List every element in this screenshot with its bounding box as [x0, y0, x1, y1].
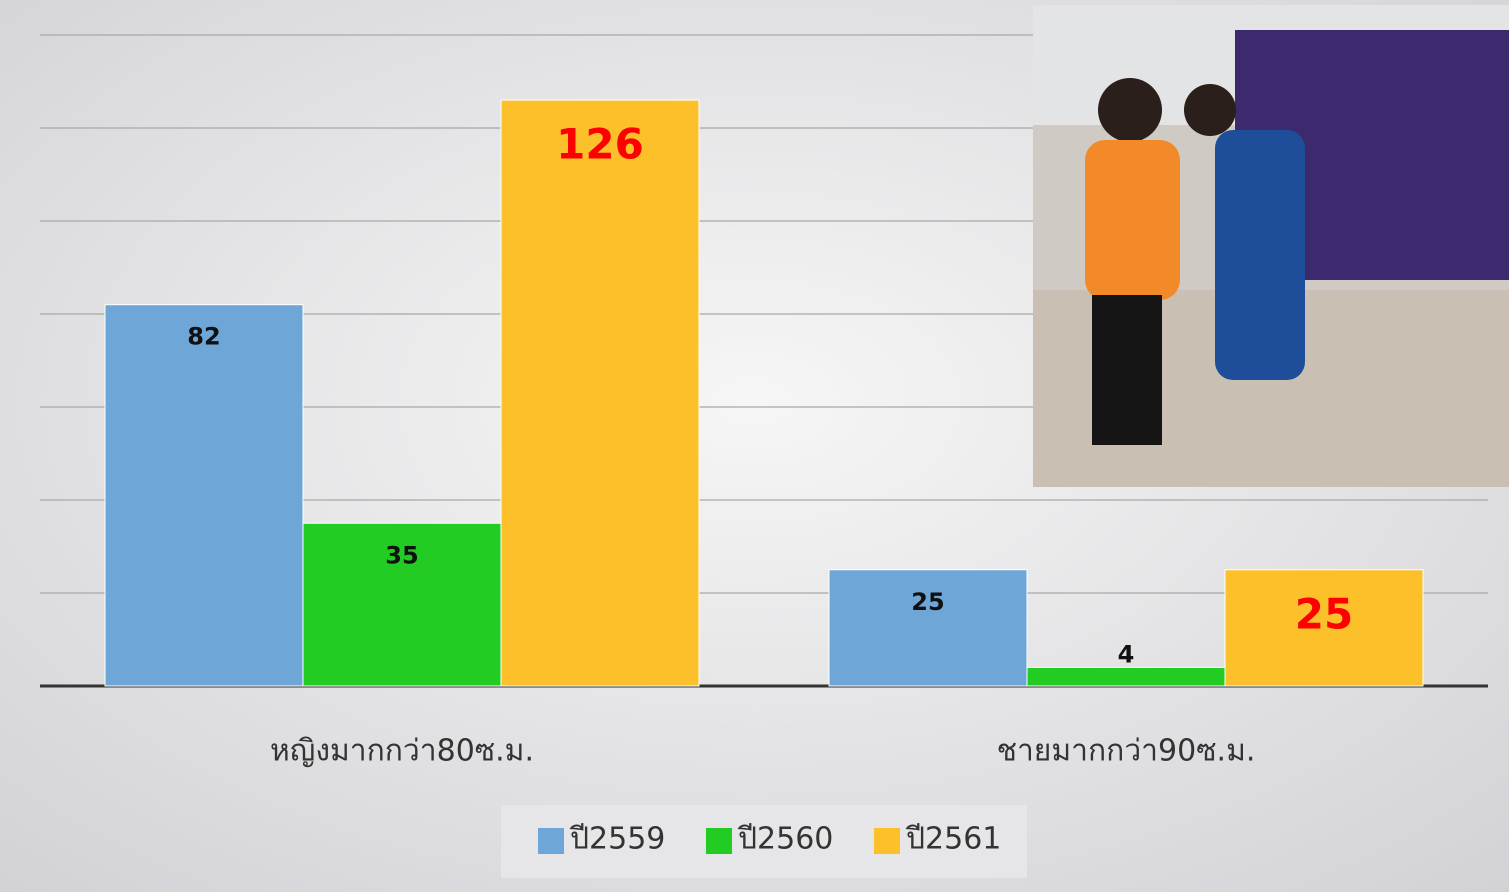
- x-tick-label: หญิงมากกว่า80ซ.ม.: [270, 734, 534, 769]
- photo-person-body: [1085, 140, 1180, 300]
- data-label: 25: [1295, 589, 1353, 638]
- photo: [1033, 5, 1509, 487]
- data-label: 4: [1118, 640, 1135, 668]
- legend: ปี2559 ปี2560 ปี2561: [501, 805, 1027, 878]
- bar: [105, 305, 303, 686]
- legend-swatch: [538, 828, 564, 854]
- photo-person-head: [1098, 78, 1162, 142]
- legend-label: ปี2560: [737, 822, 833, 857]
- page: {"chart_data": {"type": "bar", "categori…: [0, 0, 1509, 892]
- legend-label: ปี2559: [569, 822, 665, 857]
- bar: [1027, 667, 1225, 686]
- data-label: 35: [385, 541, 418, 569]
- data-label: 82: [187, 323, 220, 351]
- legend-swatch: [706, 828, 732, 854]
- data-label: 126: [556, 120, 644, 169]
- photo-nurse-body: [1215, 130, 1305, 380]
- legend-swatch: [874, 828, 900, 854]
- data-label: 25: [911, 588, 944, 616]
- legend-label: ปี2561: [905, 822, 1001, 857]
- photo-nurse-head: [1184, 84, 1236, 136]
- chart: หญิงมากกว่า80ซ.ม. 82 35 126 ชายมากกว่า90ซ.ม.…: [0, 0, 1509, 892]
- bar: [501, 100, 699, 686]
- photo-person-legs: [1092, 295, 1162, 445]
- x-tick-label: ชายมากกว่า90ซ.ม.: [997, 734, 1256, 769]
